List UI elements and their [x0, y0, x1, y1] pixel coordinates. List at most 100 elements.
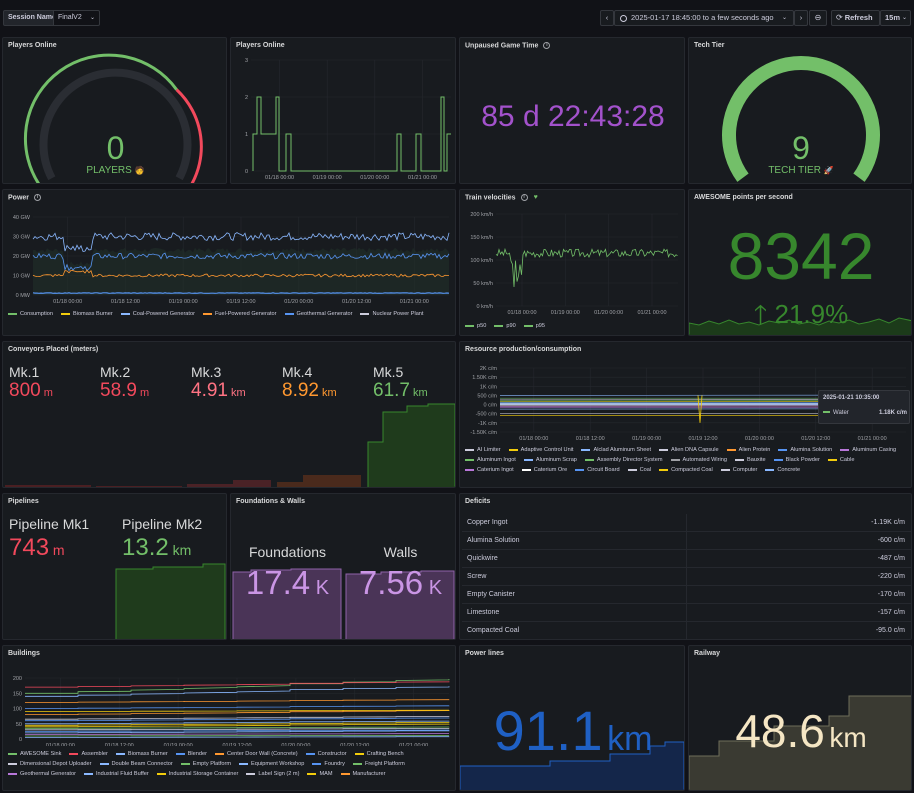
legend-item[interactable]: Circuit Board	[575, 465, 620, 475]
legend-item[interactable]: Biomass Burner	[60, 309, 113, 319]
time-range-picker[interactable]: 2025-01-17 18:45:00 to a few seconds ago…	[614, 10, 794, 26]
resources-tooltip: 2025-01-21 10:35:00 Water 1.18K c/m	[818, 390, 910, 424]
legend-item[interactable]: Consumption	[8, 309, 53, 319]
refresh-button[interactable]: ⟳ Refresh	[831, 10, 880, 26]
zoom-out-button[interactable]: ⊖	[809, 10, 827, 26]
legend-item[interactable]: Manufacturer	[340, 769, 385, 779]
legend-item[interactable]: MAM	[307, 769, 333, 779]
legend-label: Foundry	[324, 761, 345, 767]
panel-title: Power i	[8, 194, 42, 201]
legend-item[interactable]: Dimensional Depot Uploader	[8, 759, 92, 769]
panel-tech-tier[interactable]: Tech Tier 9 TECH TIER 🚀	[688, 37, 912, 184]
legend-item[interactable]: p50	[465, 321, 486, 331]
legend-item[interactable]: Center Door Wall (Concrete)	[214, 749, 298, 759]
legend-label: Alien DNA Capsule	[671, 447, 719, 453]
info-icon[interactable]: i	[520, 194, 528, 201]
table-row[interactable]: Compacted Coal -95.0 c/m	[462, 622, 911, 639]
panel-resources[interactable]: Resource production/consumption -1.50K c…	[459, 341, 912, 488]
legend-item[interactable]: Aluminum Scrap	[523, 455, 577, 465]
panel-awesome[interactable]: AWESOME points per second 8342 🡑 21.9%	[688, 189, 912, 336]
legend-swatch	[465, 324, 474, 327]
legend-item[interactable]: p90	[494, 321, 516, 331]
panel-conveyors[interactable]: Conveyors Placed (meters) Mk.1 800 m Mk.2 5…	[2, 341, 456, 488]
legend-item[interactable]: Crafting Bench	[354, 749, 404, 759]
panel-power[interactable]: Power i 0 MW 10 GW 20 GW 30 GW 40 GW 01/18 00:…	[2, 189, 456, 336]
legend-item[interactable]: Caterium Ingot	[465, 465, 514, 475]
time-back-button[interactable]: ‹	[600, 10, 614, 26]
panel-powerlines[interactable]: Power lines 91.1 km	[459, 645, 685, 791]
legend-item[interactable]: Geothermal Generator	[284, 309, 352, 319]
panel-railway[interactable]: Railway 48.6 km	[688, 645, 912, 791]
panel-players-chart[interactable]: Players Online 0 1 2 3 01/18 00:00 01/19 00:0…	[230, 37, 456, 184]
legend-item[interactable]: Fuel-Powered Generator	[202, 309, 277, 319]
panel-title: Players Online	[8, 42, 57, 49]
legend-item[interactable]: Alien Protein	[726, 445, 770, 455]
person-icon: 🧑	[134, 166, 145, 175]
legend-item[interactable]: Foundry	[312, 759, 345, 769]
legend-item[interactable]: Aluminum Ingot	[465, 455, 516, 465]
building-series-line	[25, 736, 450, 738]
legend-item[interactable]: AWESOME Sink	[8, 749, 61, 759]
x-tick-label: 01/18 12:00	[105, 743, 134, 746]
info-icon[interactable]: i	[34, 194, 42, 201]
panel-players-gauge[interactable]: Players Online 0 PLAYERS 🧑	[2, 37, 227, 184]
legend-item[interactable]: Caterium Ore	[521, 465, 567, 475]
players-line-chart: 0 1 2 3 01/18 00:00 01/19 00:00 01/20 00:00 01/…	[245, 58, 451, 181]
legend-item[interactable]: Assembler	[69, 749, 108, 759]
building-series-line	[25, 679, 450, 694]
legend-item[interactable]: Coal-Powered Generator	[120, 309, 195, 319]
panel-foundations[interactable]: Foundations & Walls Foundations 17.4 K Wal…	[230, 493, 456, 640]
legend-item[interactable]: Label Sign (2 m)	[246, 769, 299, 779]
legend-item[interactable]: Automated Wiring	[670, 455, 727, 465]
legend-item[interactable]: Freight Platform	[352, 759, 405, 769]
legend-item[interactable]: Concrete	[765, 465, 800, 475]
legend-item[interactable]: Biomass Burner	[115, 749, 168, 759]
legend-item[interactable]: AI Limiter	[465, 445, 501, 455]
legend-item[interactable]: Aluminum Casing	[840, 445, 896, 455]
legend-item[interactable]: Industrial Storage Container	[156, 769, 238, 779]
tech-tier-label: TECH TIER 🚀	[768, 165, 834, 176]
legend-item[interactable]: Nuclear Power Plant	[360, 309, 423, 319]
awesome-value: 8342	[727, 219, 875, 293]
legend-swatch	[83, 772, 93, 775]
awesome-change: 🡑 21.9%	[753, 299, 849, 329]
panel-title: Resource production/consumption	[465, 346, 582, 353]
legend-item[interactable]: Alclad Aluminum Sheet	[581, 445, 651, 455]
legend-item[interactable]: Assembly Director System	[584, 455, 663, 465]
legend-item[interactable]: p95	[523, 321, 545, 331]
legend-swatch	[465, 448, 474, 451]
building-series-line	[25, 717, 450, 722]
tech-tier-gauge	[722, 56, 880, 182]
session-variable-select[interactable]: FinalV2 ⌄	[53, 10, 100, 26]
legend-item[interactable]: Adaptive Control Unit	[508, 445, 573, 455]
legend-item[interactable]: Alumina Solution	[778, 445, 832, 455]
legend-item[interactable]: Bauxite	[734, 455, 766, 465]
refresh-interval-select[interactable]: 15m ⌄	[880, 10, 911, 26]
panel-game-time[interactable]: Unpaused Game Time i 85 d 22:43:28	[459, 37, 685, 184]
panel-deficits[interactable]: Deficits Copper Ingot -1.19K c/m Alumina S…	[459, 493, 912, 640]
legend-item[interactable]: Double Beam Connector	[99, 759, 173, 769]
legend-item[interactable]: Empty Platform	[180, 759, 231, 769]
legend-label: Black Powder	[785, 457, 820, 463]
x-tick-label: 01/18 00:00	[519, 436, 548, 442]
legend-item[interactable]: Equipment Workshop	[239, 759, 304, 769]
legend-item[interactable]: Geothermal Generator	[8, 769, 76, 779]
info-icon[interactable]: i	[543, 42, 551, 49]
consumption-area	[33, 247, 449, 295]
panel-buildings[interactable]: Buildings 0 50 100 150 200 01/18 00:00 01/18 1…	[2, 645, 456, 791]
legend-item[interactable]: Compacted Coal	[659, 465, 713, 475]
legend-item[interactable]: Coal	[627, 465, 651, 475]
legend-item[interactable]: Constructor	[305, 749, 347, 759]
legend-item[interactable]: Computer	[720, 465, 757, 475]
legend-item[interactable]: Blender	[175, 749, 207, 759]
panel-train[interactable]: Train velocities i ♥ 0 km/h 50 km/h 100 km/h…	[459, 189, 685, 336]
panel-title: Railway	[694, 650, 721, 657]
deficit-value: -487 c/m	[877, 555, 905, 562]
panel-pipelines[interactable]: Pipelines Pipeline Mk1 743 m Pipeline Mk2 1…	[2, 493, 227, 640]
time-forward-button[interactable]: ›	[794, 10, 808, 26]
legend-item[interactable]: Black Powder	[773, 455, 820, 465]
legend-item[interactable]: Industrial Fluid Buffer	[83, 769, 149, 779]
legend-item[interactable]: Cable	[827, 455, 854, 465]
nuclear-line	[32, 292, 450, 294]
legend-item[interactable]: Alien DNA Capsule	[659, 445, 719, 455]
